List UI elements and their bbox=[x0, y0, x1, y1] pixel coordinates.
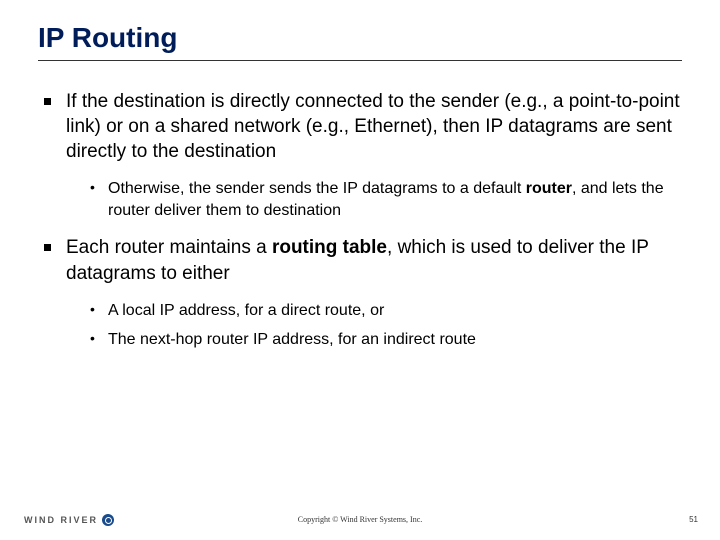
sub-bullet-text: The next-hop router IP address, for an i… bbox=[108, 331, 476, 348]
bullet-text: If the destination is directly connected… bbox=[66, 91, 680, 162]
sub-bullet-item: A local IP address, for a direct route, … bbox=[90, 300, 682, 322]
slide: IP Routing If the destination is directl… bbox=[0, 0, 720, 540]
sub-bullet-item: The next-hop router IP address, for an i… bbox=[90, 329, 682, 351]
bullet-list: If the destination is directly connected… bbox=[38, 89, 682, 351]
page-number: 51 bbox=[689, 515, 698, 524]
bullet-text-bold: routing table bbox=[272, 237, 387, 258]
copyright-text: Copyright © Wind River Systems, Inc. bbox=[0, 515, 720, 524]
sub-bullet-text-bold: router bbox=[526, 180, 572, 197]
title-rule bbox=[38, 60, 682, 61]
sub-bullet-text: A local IP address, for a direct route, … bbox=[108, 302, 384, 319]
bullet-item: If the destination is directly connected… bbox=[44, 89, 682, 221]
sub-bullet-text-pre: Otherwise, the sender sends the IP datag… bbox=[108, 180, 526, 197]
sub-bullet-item: Otherwise, the sender sends the IP datag… bbox=[90, 178, 682, 221]
sub-bullet-list: Otherwise, the sender sends the IP datag… bbox=[66, 178, 682, 221]
footer: WIND RIVER Copyright © Wind River System… bbox=[0, 506, 720, 526]
bullet-item: Each router maintains a routing table, w… bbox=[44, 235, 682, 350]
bullet-text-pre: Each router maintains a bbox=[66, 237, 272, 258]
sub-bullet-list: A local IP address, for a direct route, … bbox=[66, 300, 682, 351]
slide-content: If the destination is directly connected… bbox=[38, 89, 682, 351]
slide-title: IP Routing bbox=[38, 22, 682, 54]
